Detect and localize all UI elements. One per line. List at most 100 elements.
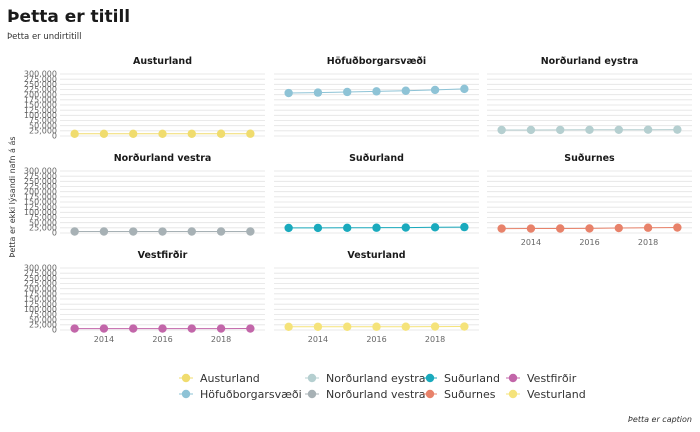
x-tick-label: 2018 xyxy=(425,335,445,344)
facet-title: Norðurland eystra xyxy=(541,56,639,67)
y-tick-label: 125,000 xyxy=(24,203,57,212)
data-point xyxy=(284,322,293,331)
y-tick-label: 225,000 xyxy=(24,85,57,94)
data-point xyxy=(372,223,381,232)
data-point xyxy=(526,224,536,233)
y-tick-label: 100,000 xyxy=(24,111,57,120)
data-point xyxy=(246,227,255,236)
y-tick-label: 300,000 xyxy=(24,70,57,79)
y-tick-label: 275,000 xyxy=(24,172,57,181)
y-tick-label: 100,000 xyxy=(24,305,57,314)
data-point xyxy=(497,125,506,135)
data-point xyxy=(673,223,682,232)
facet-title: Austurland xyxy=(133,56,192,67)
facet-panel: Höfuðborgarsvæði xyxy=(274,56,479,137)
facet-panel: 025,00050,00075,000100,000125,000150,000… xyxy=(24,250,265,344)
data-point xyxy=(430,223,440,232)
legend-key-marker xyxy=(307,373,317,383)
legend-key-marker xyxy=(425,373,435,383)
x-tick-label: 2014 xyxy=(308,335,328,344)
data-point xyxy=(526,125,536,135)
data-point xyxy=(343,322,352,331)
data-point xyxy=(556,125,565,135)
y-tick-label: 25,000 xyxy=(29,320,57,329)
y-tick-label: 125,000 xyxy=(24,300,57,309)
y-tick-label: 75,000 xyxy=(29,116,57,125)
data-point xyxy=(673,125,682,134)
legend-key-marker xyxy=(181,373,191,383)
y-axis-label: Þetta er ekki lýsandi nafn á ás xyxy=(8,136,17,257)
facet-title: Suðurnes xyxy=(564,153,615,164)
data-point xyxy=(187,129,196,138)
data-point xyxy=(460,84,469,94)
data-point xyxy=(585,224,594,233)
legend-item: Höfuðborgarsvæði xyxy=(179,388,302,401)
y-tick-label: 200,000 xyxy=(24,187,57,196)
y-tick-label: 175,000 xyxy=(24,192,57,201)
data-point xyxy=(585,125,594,135)
y-tick-label: 75,000 xyxy=(29,213,57,222)
x-tick-label: 2016 xyxy=(579,238,599,247)
y-tick-label: 50,000 xyxy=(29,121,57,130)
y-tick-label: 50,000 xyxy=(29,315,57,324)
y-tick-label: 25,000 xyxy=(29,223,57,232)
legend-key-marker xyxy=(425,389,435,399)
data-point xyxy=(372,322,381,331)
data-point xyxy=(614,223,623,233)
data-point xyxy=(246,129,255,138)
data-point xyxy=(187,227,196,236)
y-tick-label: 0 xyxy=(52,326,57,335)
chart-subtitle: Þetta er undirtitill xyxy=(7,32,82,42)
facet-title: Höfuðborgarsvæði xyxy=(327,56,426,67)
legend-item: Norðurland vestra xyxy=(305,388,426,401)
y-tick-label: 300,000 xyxy=(24,167,57,176)
data-point xyxy=(70,129,79,139)
y-tick-label: 150,000 xyxy=(24,198,57,207)
facet-title: Suðurland xyxy=(349,153,404,164)
data-point xyxy=(614,125,623,134)
y-tick-label: 150,000 xyxy=(24,101,57,110)
chart-caption: Þetta er caption xyxy=(628,415,692,424)
data-point xyxy=(343,223,352,233)
data-point xyxy=(284,223,293,233)
data-point xyxy=(460,322,469,331)
legend-item: Norðurland eystra xyxy=(305,372,426,385)
legend-label: Vestfirðir xyxy=(527,372,577,385)
facet-panel: Vesturland 2014 2016 2018 xyxy=(274,250,479,344)
y-tick-label: 75,000 xyxy=(29,310,57,319)
y-tick-label: 200,000 xyxy=(24,90,57,99)
facet-panel: Norðurland eystra xyxy=(487,56,692,137)
legend-label: Vesturland xyxy=(527,388,586,401)
y-tick-label: 250,000 xyxy=(24,80,57,89)
x-tick-label: 2018 xyxy=(211,335,231,344)
legend-key-marker xyxy=(181,389,191,399)
y-tick-label: 0 xyxy=(52,132,57,141)
y-tick-label: 175,000 xyxy=(24,95,57,104)
data-point xyxy=(497,224,506,233)
data-point xyxy=(129,227,138,236)
data-point xyxy=(158,227,167,236)
legend-label: Austurland xyxy=(200,372,260,385)
chart-title: Þetta er titill xyxy=(7,7,130,27)
facet-panel: Suðurnes 2014 2016 2018 xyxy=(487,153,692,247)
legend-label: Norðurland eystra xyxy=(326,372,426,385)
legend-item: Vesturland xyxy=(506,388,586,401)
legend-item: Vestfirðir xyxy=(506,372,577,385)
y-tick-label: 250,000 xyxy=(24,177,57,186)
data-point xyxy=(187,324,196,333)
data-point xyxy=(643,223,653,232)
data-point xyxy=(430,322,440,331)
data-point xyxy=(70,324,79,333)
facet-panel: Suðurland xyxy=(274,153,479,234)
data-point xyxy=(643,125,653,134)
data-point xyxy=(313,322,323,331)
data-point xyxy=(343,87,352,97)
data-point xyxy=(372,87,381,96)
data-point xyxy=(556,224,565,233)
facet-title: Norðurland vestra xyxy=(114,153,212,164)
facet-panels: 025,00050,00075,000100,000125,000150,000… xyxy=(24,56,692,344)
legend-label: Höfuðborgarsvæði xyxy=(200,388,302,401)
facet-panel: 025,00050,00075,000100,000125,000150,000… xyxy=(24,56,265,141)
data-point xyxy=(216,227,226,236)
x-tick-label: 2016 xyxy=(152,335,172,344)
